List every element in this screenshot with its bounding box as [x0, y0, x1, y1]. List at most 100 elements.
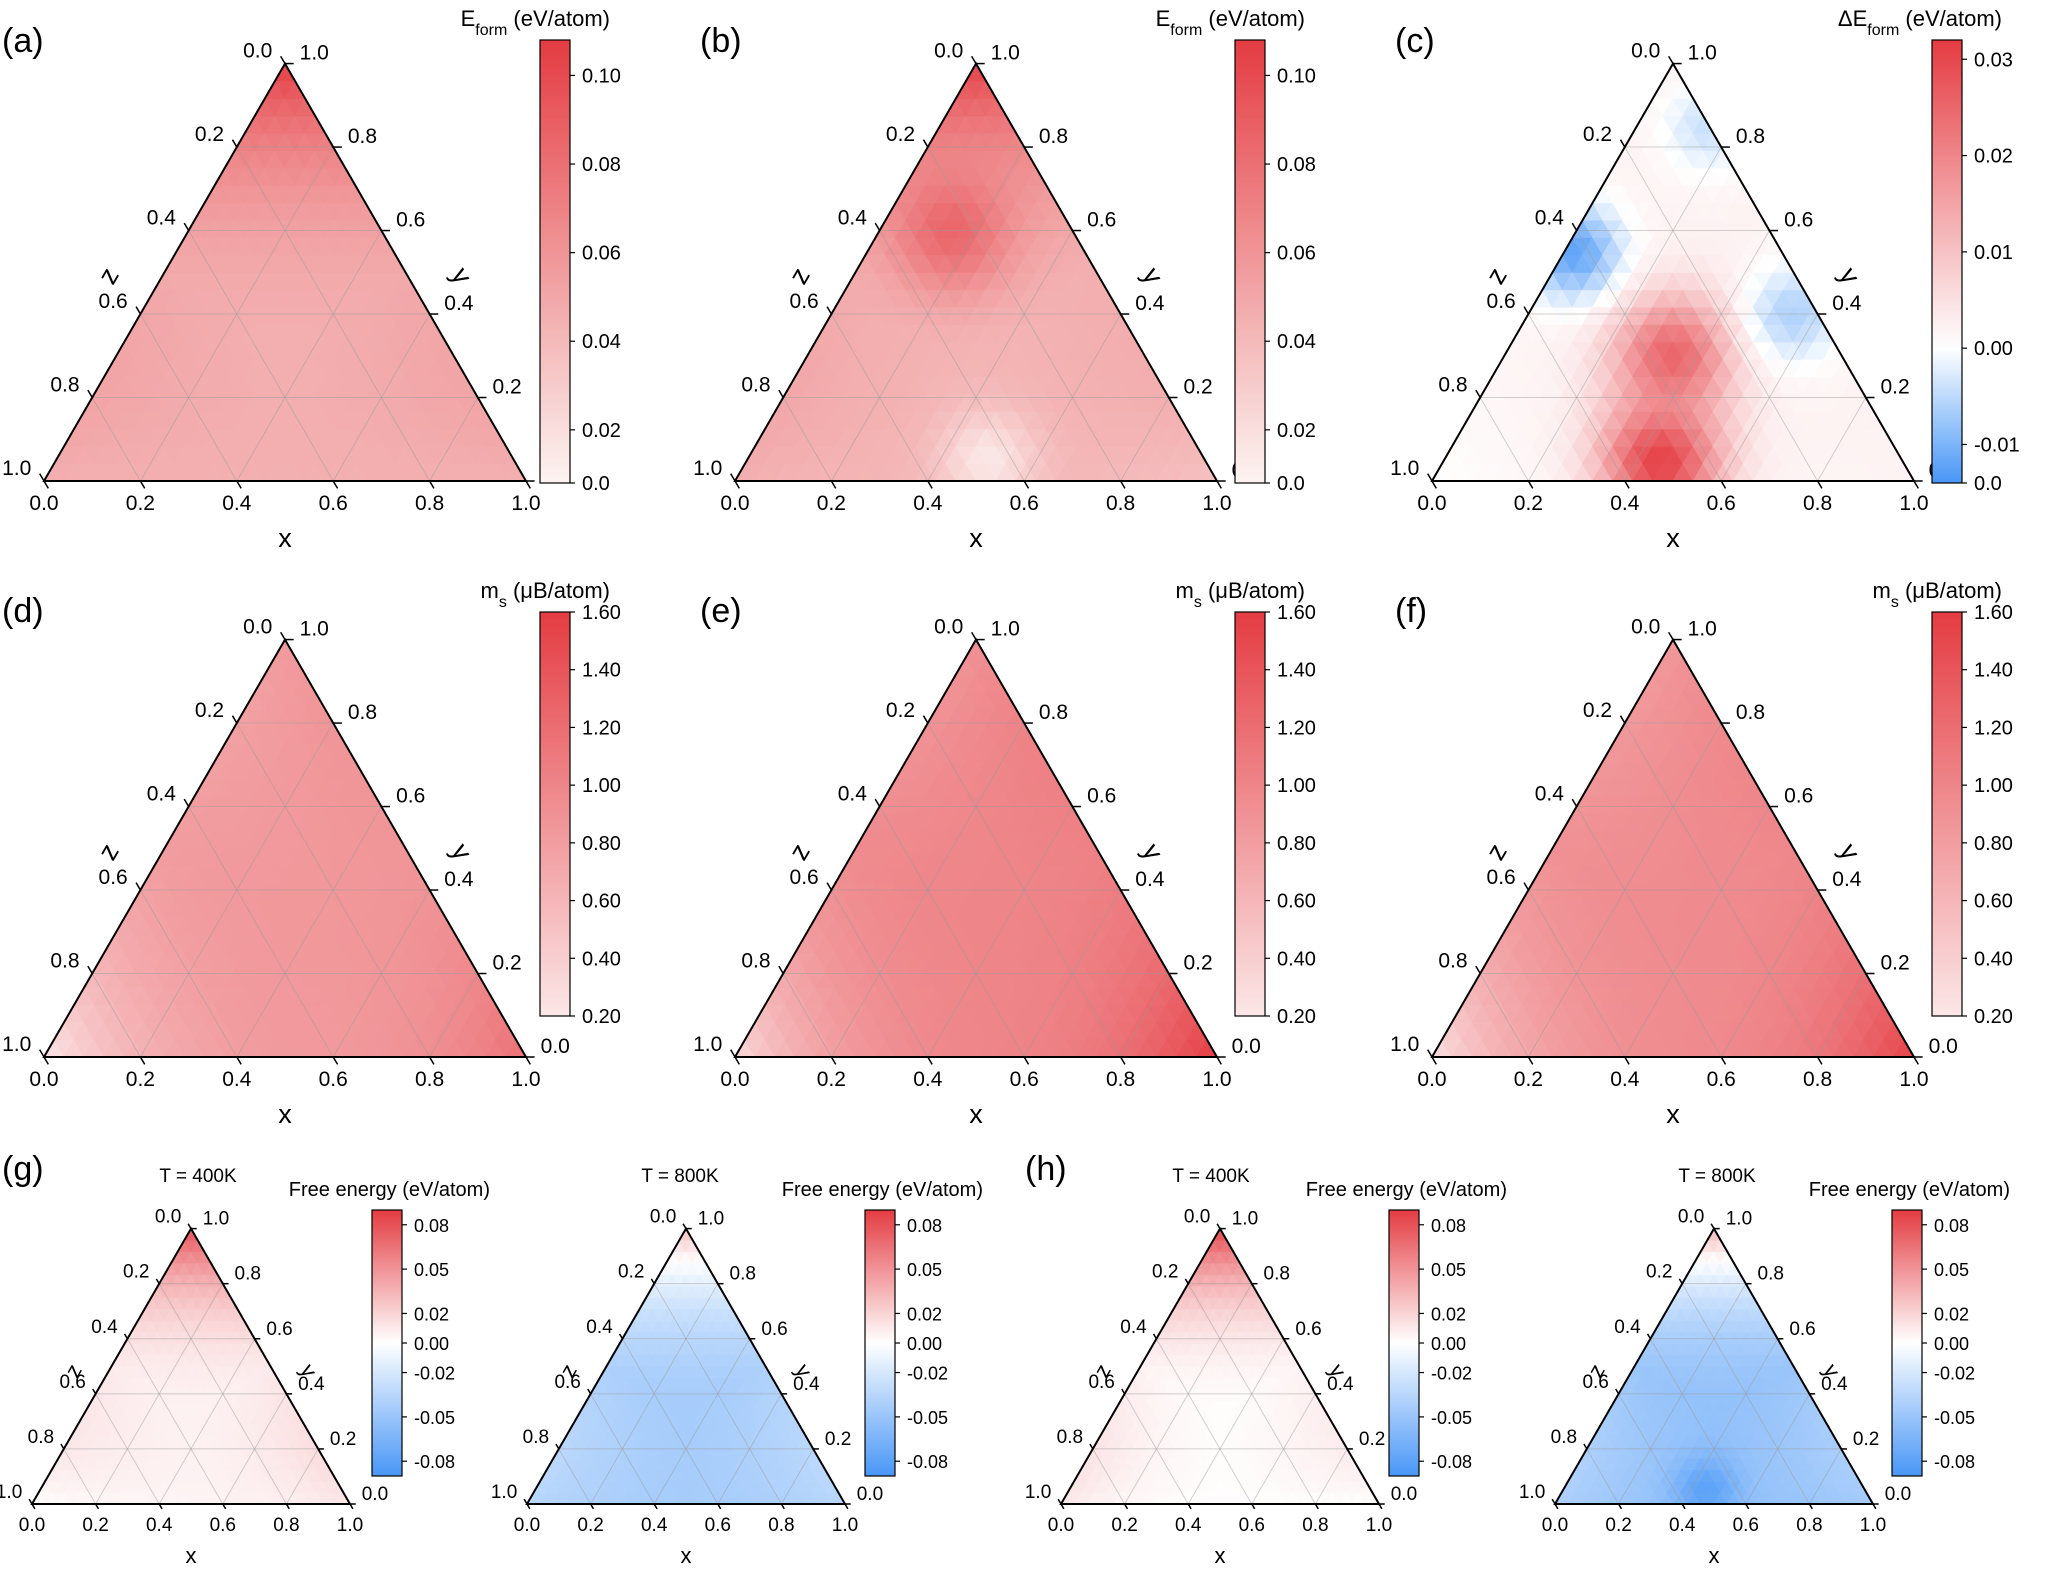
tick-mark: [525, 480, 531, 489]
colorbar-tick-label: 1.40: [1277, 660, 1316, 682]
ternary-grid: [782, 146, 1170, 482]
y-tick-label: 0.0: [541, 1035, 570, 1058]
tick-mark: [1816, 1056, 1823, 1065]
ternary-plot-c: 0.00.00.00.20.20.20.40.40.40.60.60.60.80…: [1390, 6, 2019, 553]
tick-mark: [1216, 480, 1222, 489]
x-tick-label: 0.2: [1514, 492, 1543, 515]
z-tick-label: 0.8: [28, 1427, 54, 1448]
tick-mark: [734, 1056, 740, 1065]
subplot-title-h2: T = 800K: [1678, 1166, 1756, 1187]
grid-line: [188, 806, 334, 1058]
z-tick-label: 1.0: [1390, 1033, 1419, 1056]
x-tick-label: 1.0: [1899, 492, 1928, 515]
x-tick-label: 0.0: [19, 1515, 45, 1536]
tick-mark: [1431, 1056, 1437, 1065]
y-tick-label: 0.2: [1880, 952, 1909, 975]
tick-mark: [187, 1223, 192, 1229]
ternary-plot-g2: 0.00.00.00.20.20.20.40.40.40.60.60.60.80…: [491, 1179, 983, 1568]
tick-mark: [1119, 1056, 1126, 1065]
z-tick-label: 0.2: [886, 699, 915, 722]
tick-mark: [1523, 306, 1530, 315]
x-tick-label: 0.0: [720, 492, 749, 515]
z-axis-label: z: [1480, 838, 1513, 865]
z-axis-label: z: [783, 838, 816, 865]
z-tick-label: 0.0: [1631, 40, 1660, 63]
tick-mark: [280, 55, 286, 64]
grid-line: [1023, 889, 1122, 1058]
grid-line: [879, 806, 1025, 1058]
y-tick-label: 0.0: [1232, 1035, 1261, 1058]
z-tick-label: 1.0: [1390, 457, 1419, 480]
x-axis-label: x: [278, 1099, 292, 1129]
colorbar-tick-label: 0.40: [582, 948, 621, 970]
tick-mark: [1571, 798, 1578, 807]
grid-line: [1479, 397, 1529, 482]
panel-label-d: (d): [2, 592, 44, 630]
tick-mark: [1475, 965, 1481, 974]
colorbar-tick-label: 1.00: [582, 775, 621, 797]
z-tick-label: 0.4: [1535, 207, 1565, 230]
grid-line: [1120, 973, 1170, 1058]
x-tick-label: 0.6: [319, 492, 348, 515]
y-tick-label: 0.6: [1087, 785, 1116, 808]
colorbar-tick-label: 0.06: [582, 243, 621, 265]
grid-line: [1527, 313, 1626, 482]
y-tick-label: 1.0: [300, 42, 329, 65]
subplot-title-h1: T = 400K: [1172, 1166, 1250, 1187]
tick-mark: [231, 715, 238, 724]
tick-mark: [1427, 473, 1433, 482]
grid-line: [332, 313, 431, 482]
x-axis-label: x: [969, 1099, 983, 1129]
y-tick-label: 0.2: [1183, 952, 1212, 975]
z-axis-label: z: [1480, 262, 1513, 289]
colorbar-tick-label: 1.40: [1974, 660, 2013, 682]
tick-mark: [826, 306, 833, 315]
ternary-frame: [42, 637, 528, 1058]
y-axis-label: y: [445, 262, 478, 289]
x-tick-label: 0.2: [817, 1068, 846, 1091]
x-tick-label: 0.0: [1417, 1068, 1446, 1091]
grid-line: [782, 397, 832, 482]
tick-mark: [927, 1056, 933, 1065]
colorbar-gradient: [371, 1209, 403, 1477]
ternary-grid: [91, 146, 479, 482]
y-axis-label: y: [1136, 262, 1169, 289]
panel-label-f: (f): [1395, 592, 1427, 630]
z-tick-label: 0.4: [91, 1317, 118, 1338]
z-tick-label: 0.8: [50, 950, 79, 973]
y-tick-label: 0.4: [1135, 868, 1165, 891]
colorbar-tick-label: 1.00: [1974, 775, 2013, 797]
colorbar-tick-label: 0.02: [582, 420, 621, 442]
y-tick-label: 0.6: [1784, 209, 1813, 232]
y-tick-label: 0.2: [1183, 376, 1212, 399]
x-tick-label: 0.8: [415, 1068, 444, 1091]
grid-line: [91, 973, 141, 1058]
heat-cell: [274, 639, 296, 658]
tick-mark: [922, 715, 929, 724]
y-tick-label: 0.6: [1087, 209, 1116, 232]
tick-mark: [39, 1049, 45, 1058]
tick-mark: [1119, 480, 1126, 489]
z-tick-label: 0.4: [838, 207, 868, 230]
z-tick-label: 0.8: [741, 374, 770, 397]
x-tick-label: 0.2: [126, 1068, 155, 1091]
tick-mark: [60, 1443, 65, 1450]
tick-mark: [183, 798, 190, 807]
tick-mark: [1720, 1056, 1727, 1065]
grid-line: [236, 230, 382, 482]
z-tick-label: 1.0: [2, 1033, 31, 1056]
tick-mark: [231, 139, 238, 148]
grid-line: [429, 397, 479, 482]
colorbar-title: Eform (eV/atom): [461, 6, 610, 39]
tick-mark: [332, 1056, 339, 1065]
y-axis-label: y: [1136, 838, 1169, 865]
tick-mark: [1913, 480, 1919, 489]
x-tick-label: 0.6: [1010, 492, 1039, 515]
ternary-plot-a: 0.00.00.00.20.20.20.40.40.40.60.60.60.80…: [2, 6, 621, 553]
x-tick-label: 0.4: [1610, 492, 1640, 515]
tick-mark: [280, 631, 286, 640]
colorbar-tick-label: 1.20: [582, 717, 621, 739]
grid-line: [1624, 146, 1819, 482]
